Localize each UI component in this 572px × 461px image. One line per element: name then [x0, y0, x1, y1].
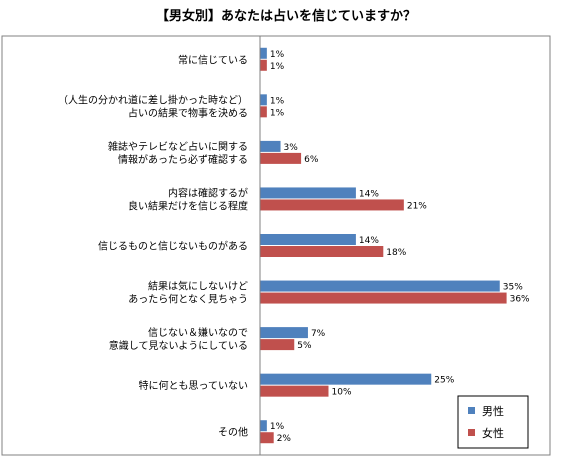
legend-box [457, 395, 529, 449]
value-labels-layer: 1% 1% 1% 1% 3% 6% 14% 21% 14% 18% 35% 36% 7% 5% 25% 10%… [270, 50, 530, 444]
category-label: （人生の分かれ道に差し掛かった時など）占いの結果で物事を決める [58, 93, 248, 119]
data-label: 25% [434, 376, 454, 386]
bar-female [260, 432, 274, 444]
data-label: 10% [332, 388, 352, 398]
bar-male [260, 327, 308, 339]
category-label: 信じない＆嫌いなので意識して見ないようにしている [109, 326, 248, 352]
category-label: 内容は確認するが良い結果だけを信じる程度 [128, 186, 248, 212]
bar-male [260, 94, 267, 106]
data-label: 18% [386, 248, 406, 258]
data-label: 1% [270, 422, 285, 432]
bar-male [260, 187, 356, 199]
data-label: 1% [270, 62, 285, 72]
bar-female [260, 385, 329, 397]
bar-female [260, 106, 267, 118]
data-label: 1% [270, 50, 285, 60]
category-label: 特に何とも思っていない [139, 379, 249, 392]
category-label: 雑誌やテレビなど占いに関する情報があったら必ず確認する [108, 140, 248, 166]
bar-female [260, 152, 302, 164]
data-label: 3% [284, 143, 299, 153]
category-label: 常に信じている [178, 53, 248, 66]
bar-male [260, 47, 267, 59]
bar-male [260, 280, 500, 292]
data-label: 7% [311, 329, 326, 339]
legend-label: 男性 [482, 404, 504, 418]
data-label: 1% [270, 108, 285, 118]
bar-male [260, 420, 267, 432]
bar-female [260, 59, 267, 71]
category-label: 結果は気にしないけどあったら何となく見ちゃう [128, 280, 248, 306]
category-labels-layer: 常に信じている （人生の分かれ道に差し掛かった時など）占いの結果で物事を決める雑誌… [58, 53, 248, 438]
bar-female [260, 246, 384, 257]
bar-male [260, 373, 432, 385]
bars-layer [260, 47, 507, 444]
data-label: 21% [407, 201, 427, 211]
plot-area-frame [1, 35, 551, 456]
bar-female [260, 339, 295, 351]
data-label: 6% [304, 155, 319, 165]
data-label: 35% [503, 283, 523, 293]
data-label: 2% [277, 434, 292, 444]
data-label: 5% [297, 341, 312, 351]
data-label: 36% [510, 295, 530, 305]
category-label: その他 [218, 426, 248, 439]
bar-male [260, 234, 356, 245]
data-label: 1% [270, 96, 285, 106]
legend-label: 女性 [482, 426, 504, 440]
data-label: 14% [359, 236, 379, 246]
bar-female [260, 199, 404, 211]
bar-female [260, 292, 507, 304]
chart-title: 【男女別】あなたは占いを信じていますか？ [155, 9, 416, 24]
data-label: 14% [359, 189, 379, 199]
category-label: 信じるものと信じないものがある [98, 240, 248, 253]
bar-male [260, 140, 281, 152]
legend-swatch [468, 407, 475, 414]
legend-swatch [468, 429, 475, 436]
